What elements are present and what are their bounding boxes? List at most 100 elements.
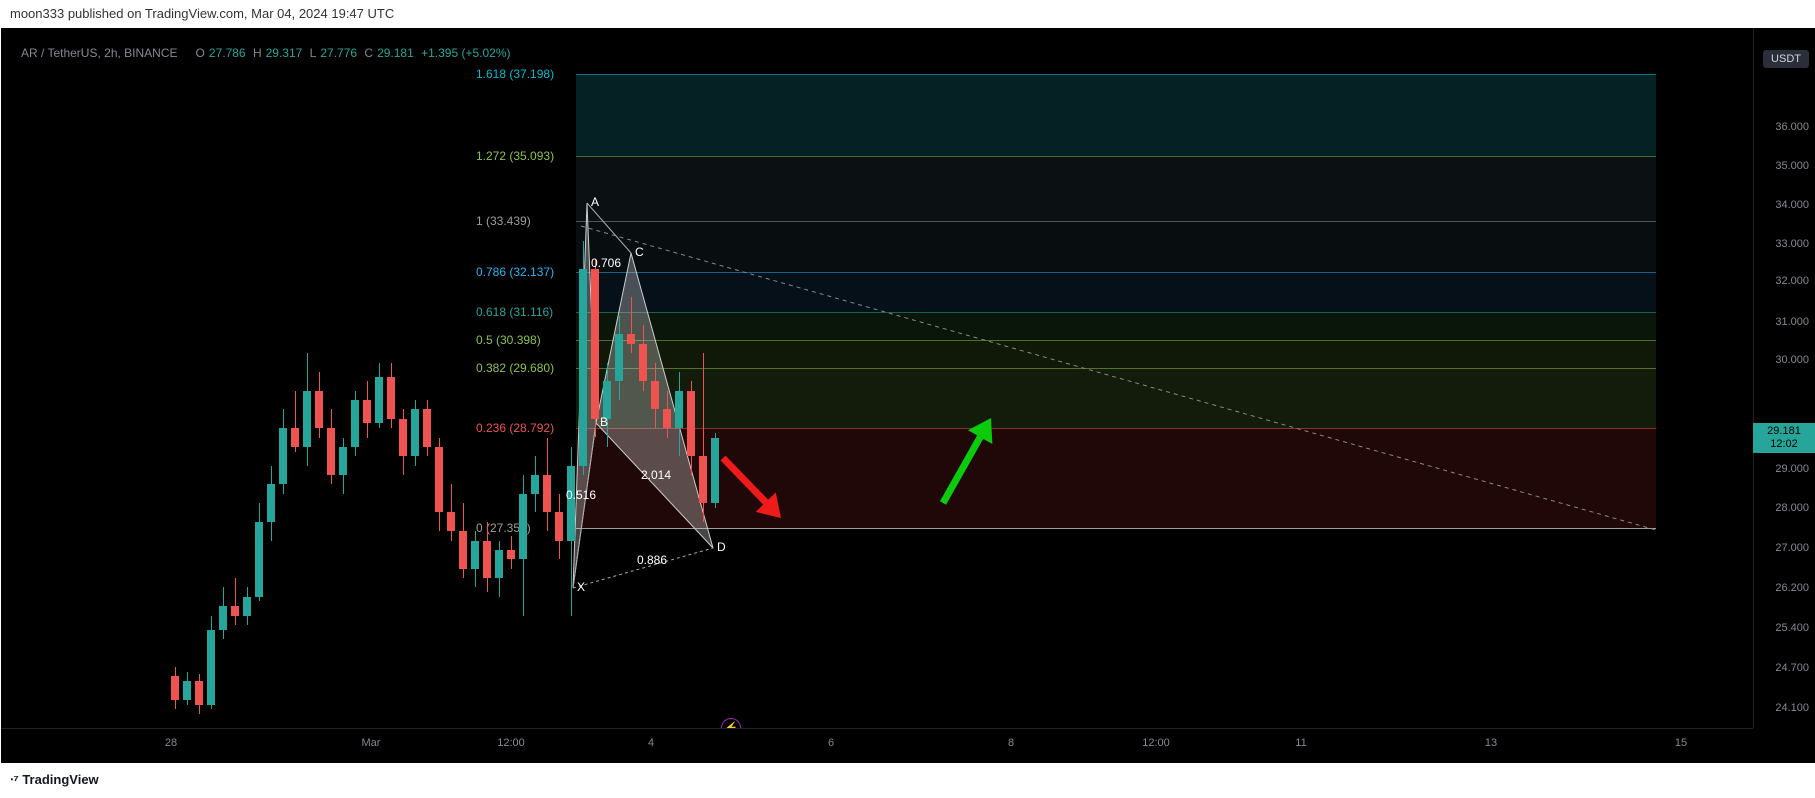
fib-label: 0.236 (28.792) bbox=[476, 421, 554, 435]
candle-body bbox=[519, 494, 527, 560]
candle-body bbox=[543, 475, 551, 512]
harmonic-point-label: D bbox=[717, 540, 726, 554]
publish-header: moon333 published on TradingView.com, Ma… bbox=[0, 0, 1815, 28]
time-axis[interactable]: 28 Mar 12:00 4 6 8 12:00 11 13 15 bbox=[1, 728, 1753, 763]
candle-body bbox=[567, 466, 575, 541]
candle-body bbox=[435, 447, 443, 513]
current-price-badge: 29.181 12:02 bbox=[1753, 423, 1815, 453]
candle-body bbox=[195, 681, 203, 704]
candle-body bbox=[579, 269, 587, 466]
time-tick: 6 bbox=[828, 737, 834, 749]
candle-body bbox=[219, 606, 227, 629]
candle-body bbox=[339, 447, 347, 475]
candle-body bbox=[291, 428, 299, 447]
time-tick: 13 bbox=[1485, 737, 1497, 749]
ohlc-l-label: L bbox=[310, 46, 317, 60]
footer: ᐧ⁷ TradingView bbox=[0, 764, 1815, 798]
price-tick: 25.400 bbox=[1775, 622, 1809, 634]
current-price-countdown: 12:02 bbox=[1753, 438, 1815, 451]
symbol-info: AR / TetherUS, 2h, BINANCE O27.786 H29.3… bbox=[21, 46, 515, 60]
fib-label: 1.618 (37.198) bbox=[476, 67, 554, 81]
candle-body bbox=[303, 391, 311, 447]
chart-main-area[interactable]: 1.618 (37.198)1.272 (35.093)1 (33.439)0.… bbox=[1, 28, 1753, 728]
candle-body bbox=[663, 409, 671, 428]
fib-label: 1 (33.439) bbox=[476, 214, 531, 228]
fib-zone bbox=[576, 340, 1656, 368]
ohlc-o-label: O bbox=[196, 46, 205, 60]
time-tick: 11 bbox=[1295, 737, 1306, 749]
price-tick: 27.000 bbox=[1775, 542, 1809, 554]
candle-body bbox=[243, 597, 251, 616]
candle-body bbox=[447, 512, 455, 531]
candle-body bbox=[699, 456, 707, 503]
candle-body bbox=[495, 550, 503, 578]
candle-body bbox=[591, 269, 599, 419]
price-tick: 35.000 bbox=[1775, 160, 1809, 172]
candle-body bbox=[231, 606, 239, 615]
time-tick: 12:00 bbox=[1142, 737, 1170, 749]
fib-zone bbox=[576, 312, 1656, 340]
candle-body bbox=[279, 428, 287, 484]
candle-body bbox=[639, 344, 647, 381]
candle-body bbox=[687, 391, 695, 457]
candle-body bbox=[315, 391, 323, 428]
candle-body bbox=[411, 409, 419, 456]
time-tick: 15 bbox=[1675, 737, 1687, 749]
time-tick: 28 bbox=[165, 737, 177, 749]
footer-brand: TradingView bbox=[22, 772, 98, 787]
fib-zone bbox=[576, 272, 1656, 312]
publish-text: moon333 published on TradingView.com, Ma… bbox=[10, 6, 394, 21]
candle-body bbox=[507, 550, 515, 559]
ohlc-c-label: C bbox=[364, 46, 373, 60]
price-tick: 26.200 bbox=[1775, 582, 1809, 594]
candle-body bbox=[171, 676, 179, 699]
candle-body bbox=[267, 484, 275, 521]
candle-body bbox=[615, 334, 623, 381]
fib-zone bbox=[576, 428, 1656, 528]
fib-zone bbox=[576, 156, 1656, 221]
time-tick: 12:00 bbox=[497, 737, 525, 749]
price-tick: 24.100 bbox=[1775, 702, 1809, 714]
price-tick: 33.000 bbox=[1775, 238, 1809, 250]
fib-label: 0.786 (32.137) bbox=[476, 265, 554, 279]
price-tick: 24.700 bbox=[1775, 662, 1809, 674]
candle-body bbox=[603, 381, 611, 418]
harmonic-ratio-label: 0.706 bbox=[591, 256, 621, 270]
harmonic-point-label: A bbox=[591, 195, 599, 209]
time-tick: 8 bbox=[1008, 737, 1014, 749]
harmonic-point-label: C bbox=[635, 245, 644, 259]
ohlc-h: 29.317 bbox=[266, 46, 303, 60]
fib-label: 0.5 (30.398) bbox=[476, 333, 541, 347]
candle-body bbox=[387, 377, 395, 419]
candle-body bbox=[483, 541, 491, 578]
price-tick: 34.000 bbox=[1775, 199, 1809, 211]
current-price-value: 29.181 bbox=[1753, 425, 1815, 438]
candle-body bbox=[327, 428, 335, 475]
chart-container: 1.618 (37.198)1.272 (35.093)1 (33.439)0.… bbox=[1, 28, 1815, 763]
price-tick: 32.000 bbox=[1775, 275, 1809, 287]
candle-body bbox=[711, 438, 719, 504]
candle-body bbox=[423, 409, 431, 446]
price-axis[interactable]: USDT 36.00035.00034.00033.00032.00031.00… bbox=[1753, 28, 1815, 728]
fib-label: 0.382 (29.680) bbox=[476, 361, 554, 375]
candle-wick bbox=[235, 578, 236, 625]
time-tick: Mar bbox=[362, 737, 381, 749]
price-tick: 28.000 bbox=[1775, 502, 1809, 514]
price-tick: 30.000 bbox=[1775, 354, 1809, 366]
candle-body bbox=[207, 630, 215, 705]
candle-body bbox=[675, 391, 683, 428]
candle-body bbox=[255, 522, 263, 597]
fib-zone bbox=[576, 74, 1656, 156]
time-tick: 4 bbox=[648, 737, 654, 749]
ohlc-l: 27.776 bbox=[320, 46, 357, 60]
candle-body bbox=[651, 381, 659, 409]
ohlc-h-label: H bbox=[253, 46, 262, 60]
fib-zone bbox=[576, 368, 1656, 428]
fib-label: 0.618 (31.116) bbox=[476, 305, 553, 319]
ohlc-change: +1.395 (+5.02%) bbox=[421, 46, 510, 60]
price-tick: 31.000 bbox=[1775, 316, 1809, 328]
harmonic-point-label: B bbox=[600, 415, 608, 429]
tv-logo-icon: ᐧ⁷ bbox=[10, 772, 19, 787]
candle-body bbox=[471, 541, 479, 569]
candle-body bbox=[555, 512, 563, 540]
